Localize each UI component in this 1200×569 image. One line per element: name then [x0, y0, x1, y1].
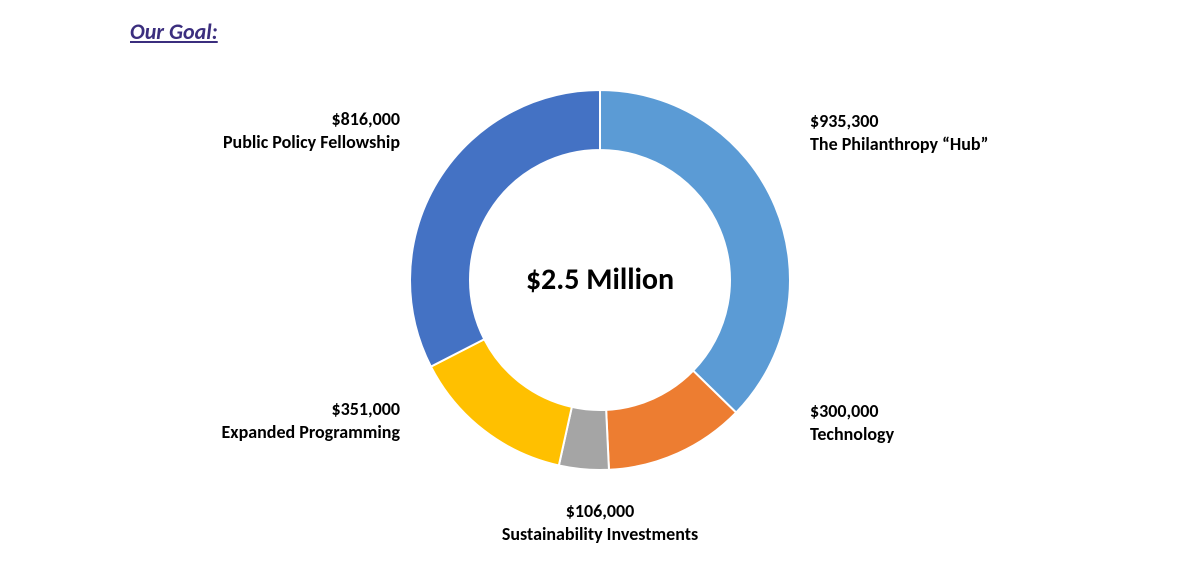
slice-label-hub: $935,300 The Philanthropy “Hub” — [810, 110, 988, 155]
donut-slice — [431, 339, 572, 465]
slice-value: $351,000 — [0, 398, 400, 421]
slice-value: $816,000 — [0, 108, 400, 131]
donut-slice — [410, 90, 600, 367]
slice-label-expanded-programming: $351,000 Expanded Programming — [0, 398, 400, 443]
slice-name: Sustainability Investments — [420, 523, 780, 546]
slice-value: $935,300 — [810, 110, 988, 133]
slice-name: Expanded Programming — [0, 421, 400, 444]
slice-label-sustainability: $106,000 Sustainability Investments — [420, 500, 780, 545]
donut-chart: $2.5 Million $935,300 The Philanthropy “… — [0, 0, 1200, 569]
slice-name: Technology — [810, 423, 894, 446]
slice-name: The Philanthropy “Hub” — [810, 133, 988, 156]
slice-name: Public Policy Fellowship — [0, 131, 400, 154]
slice-value: $300,000 — [810, 400, 894, 423]
donut-center-label: $2.5 Million — [450, 261, 750, 298]
slice-label-technology: $300,000 Technology — [810, 400, 894, 445]
donut-slice — [600, 90, 790, 413]
slice-value: $106,000 — [420, 500, 780, 523]
slice-label-public-policy: $816,000 Public Policy Fellowship — [0, 108, 400, 153]
